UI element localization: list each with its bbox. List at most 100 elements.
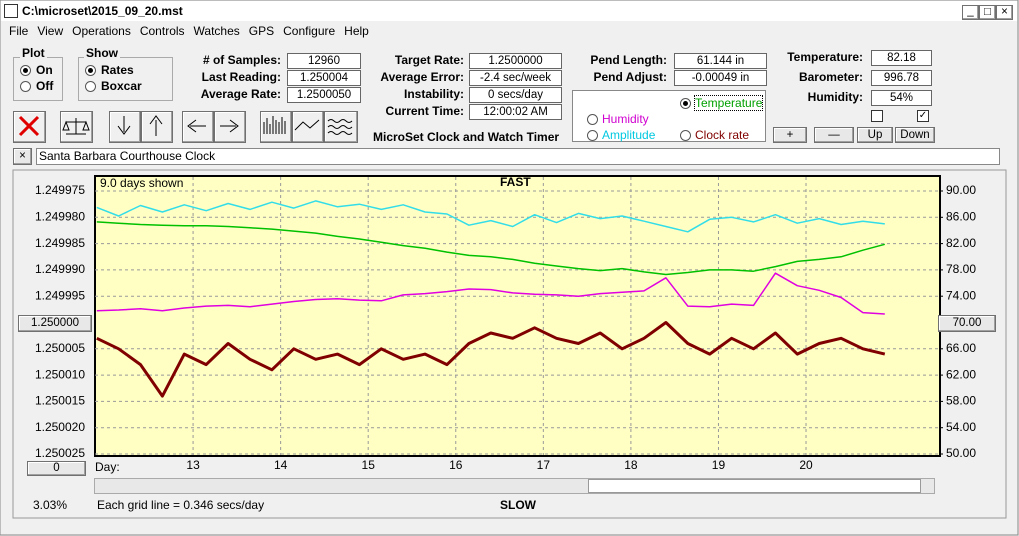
radio-button[interactable] [85,81,96,92]
menu-item[interactable]: Configure [283,24,336,38]
plot-area [94,175,941,457]
field-label: Average Error: [380,70,464,84]
y-tick-label: 1.249975 [35,183,85,197]
clock-name[interactable]: Santa Barbara Courthouse Clock [36,148,1000,165]
show-group [78,57,173,101]
legend-label[interactable]: Temperature [693,95,764,111]
x-tick-label: 16 [449,458,463,472]
balance-button[interactable] [60,111,93,143]
up-button[interactable] [141,111,173,143]
y2-tick-label: 62.00 [946,367,976,381]
right-button[interactable] [214,111,246,143]
menu-bar: File View Operations Controls Watches GPS Conf… [0,24,374,40]
bars-button[interactable] [260,111,292,143]
legend-label[interactable]: Clock rate [695,128,750,142]
radio-button[interactable] [20,65,31,76]
adjust-button[interactable]: Down [895,127,935,143]
fast-label: FAST [500,175,531,189]
field-label: Barometer: [798,70,863,84]
radio-button[interactable] [680,130,691,141]
maximize-button[interactable]: □ [979,5,996,20]
y-tick-label: 1.250010 [35,367,85,381]
line-button[interactable] [292,111,324,143]
y2-tick-label: 74.00 [946,288,976,302]
field-value: 996.78 [871,70,932,86]
y-tick-label: 1.250005 [35,341,85,355]
lines [96,200,886,398]
x-axis-label: Day: [95,460,120,474]
checkbox[interactable] [871,110,883,122]
field-value: -0.00049 in [674,70,767,86]
x-tick-label: 17 [537,458,551,472]
adjust-button[interactable]: — [814,127,854,143]
menu-item[interactable]: View [37,24,64,38]
close-button[interactable]: × [996,5,1013,20]
left-button[interactable] [182,111,214,143]
radio-button[interactable] [20,81,31,92]
y2-tick-label: 78.00 [946,262,976,276]
series-line [96,200,885,233]
minimize-button[interactable]: _ [962,5,979,20]
series-line [96,321,886,398]
radio-label: Off [36,79,54,93]
axis-labels: 1.249975 1.249980 1.249985 1.249990 1.249995… [35,183,976,472]
close-clock-button[interactable]: × [13,148,32,165]
adjust-button[interactable]: + [773,127,807,143]
field-value: 1.2500000 [469,53,562,69]
field-label: Temperature: [787,50,863,64]
series-line [96,221,885,276]
radio-button[interactable] [587,130,598,141]
field-label: Last Reading: [201,70,281,84]
y-tick-label: 1.250015 [35,394,85,408]
title-bar [1,1,1017,21]
group-title: Show [84,46,120,60]
radio-label: Boxcar [101,79,142,93]
adjust-button[interactable]: Up [857,127,893,143]
checkbox[interactable]: ✓ [917,110,929,122]
field-label: Instability: [403,87,464,101]
left-center-button[interactable]: 1.250000 [18,315,92,332]
y2-tick-label: 58.00 [946,394,976,408]
field-value: 1.2500050 [287,87,361,103]
scroll-thumb[interactable] [588,479,921,493]
y-tick-label: 1.250020 [35,420,85,434]
grid [95,177,940,455]
wave-button[interactable] [324,111,358,143]
bottom-button[interactable]: 0 [27,461,86,476]
x-tick-label: 14 [274,458,288,472]
menu-item[interactable]: Watches [193,24,240,38]
menu-item[interactable]: Controls [139,24,185,38]
slow-label: SLOW [500,498,536,512]
y2-tick-label: 86.00 [946,209,976,223]
field-value: 1.250004 [287,70,361,86]
right-center-button[interactable]: 70.00 [938,315,996,332]
radio-button[interactable] [85,65,96,76]
menu-item[interactable]: File [9,24,29,38]
menu-item[interactable]: GPS [248,24,275,38]
radio-button[interactable] [680,98,691,109]
y2-tick-label: 90.00 [946,183,976,197]
percent: 3.03% [33,498,68,512]
menu-item[interactable]: Operations [72,24,131,38]
y2-tick-label: 54.00 [946,420,976,434]
radio-button[interactable] [587,114,598,125]
x-tick-label: 19 [712,458,726,472]
down-button[interactable] [109,111,141,143]
y2-tick-label: 66.00 [946,341,976,355]
legend-label[interactable]: Humidity [602,112,649,126]
app-icon [4,4,18,18]
app-name: MicroSet Clock and Watch Timer [373,130,560,144]
toolbar-icons [18,115,353,137]
grid-note: Each grid line = 0.346 secs/day [97,498,265,512]
y-tick-label: 1.249990 [35,262,85,276]
menu-item[interactable]: Help [344,24,369,38]
field-label: Pend Length: [590,53,667,67]
clear-button[interactable] [13,111,46,143]
y-tick-label: 1.250025 [35,446,85,460]
y-tick-label: 1.249985 [35,236,85,250]
legend-label[interactable]: Amplitude [602,128,656,142]
radio-label: Rates [101,63,134,77]
radio-label: On [36,63,53,77]
y-tick-label: 1.249980 [35,209,85,223]
